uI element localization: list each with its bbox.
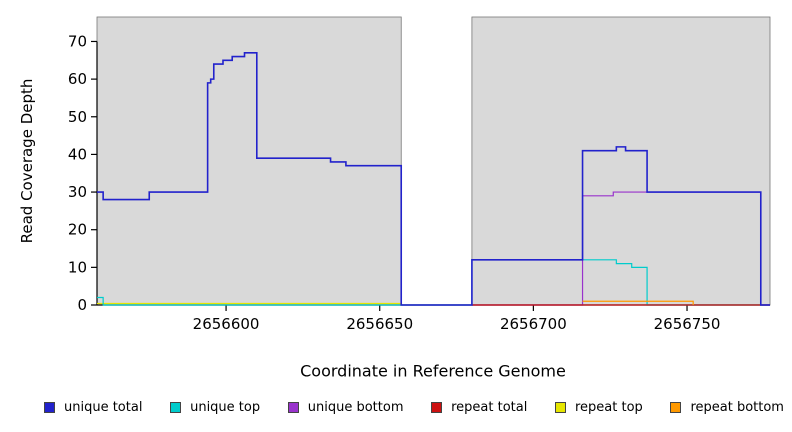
y-tick-label: 20 bbox=[68, 221, 87, 239]
legend-label: unique bottom bbox=[307, 399, 404, 415]
legend-label: unique top bbox=[190, 399, 261, 415]
y-tick-label: 70 bbox=[68, 32, 87, 50]
legend-item-repeat-bottom: repeat bottom bbox=[670, 400, 784, 415]
legend-swatch-icon bbox=[670, 401, 682, 413]
series-line-repeat-bottom bbox=[582, 300, 694, 305]
legend-label: repeat bottom bbox=[690, 399, 784, 415]
y-tick-label: 50 bbox=[68, 108, 87, 126]
x-tick-label: 2656750 bbox=[654, 315, 721, 333]
x-tick-label: 2656600 bbox=[193, 315, 260, 333]
legend-swatch-icon bbox=[555, 401, 566, 413]
x-tick-label: 2656650 bbox=[346, 315, 413, 333]
series-line-unique-total bbox=[97, 51, 770, 306]
x-axis-title: Coordinate in Reference Genome bbox=[300, 361, 566, 381]
legend-item-unique-total: unique total bbox=[44, 400, 142, 415]
legend-swatch-icon bbox=[44, 401, 55, 413]
y-tick-label: 0 bbox=[77, 296, 87, 314]
legend-label: repeat top bbox=[575, 399, 643, 415]
shaded-region bbox=[96, 16, 402, 306]
legend-swatch-icon bbox=[287, 401, 299, 413]
legend-item-unique-bottom: unique bottom bbox=[287, 399, 404, 415]
legend-item-unique-top: unique top bbox=[170, 400, 260, 415]
y-tick-label: 60 bbox=[68, 70, 87, 88]
legend-label: unique total bbox=[64, 399, 143, 415]
legend: unique total unique top unique bottom repea… bbox=[44, 396, 784, 418]
legend-label: repeat total bbox=[451, 399, 528, 415]
series-line-unique-top bbox=[97, 259, 770, 306]
y-tick-label: 30 bbox=[68, 183, 87, 201]
shaded-region bbox=[471, 16, 771, 306]
y-axis-title: Read Coverage Depth bbox=[18, 78, 36, 244]
y-tick-label: 10 bbox=[68, 258, 87, 276]
legend-item-repeat-total: repeat total bbox=[431, 400, 527, 415]
legend-swatch-icon bbox=[170, 401, 182, 413]
x-tick-label: 2656700 bbox=[500, 315, 567, 333]
legend-item-repeat-top: repeat top bbox=[555, 400, 643, 415]
y-tick-label: 40 bbox=[68, 145, 87, 163]
legend-swatch-icon bbox=[431, 401, 443, 413]
